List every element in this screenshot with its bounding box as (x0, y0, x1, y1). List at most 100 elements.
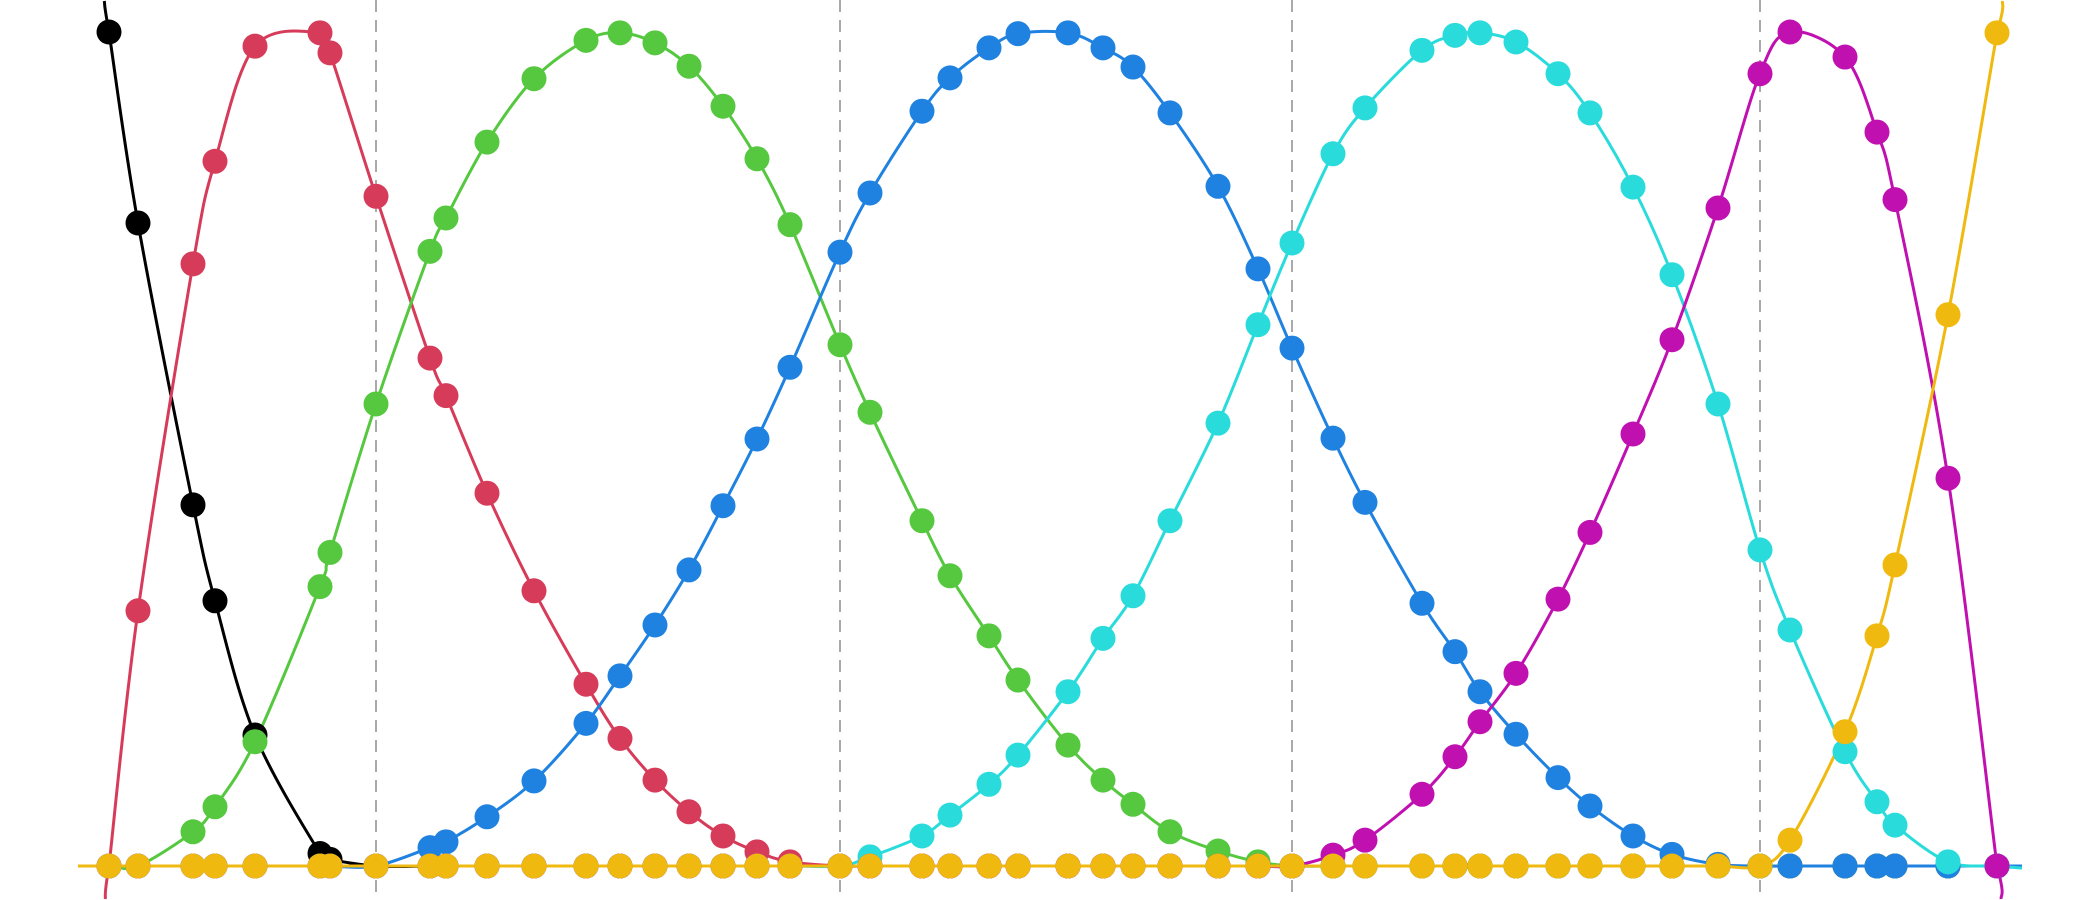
series-1-point (180, 492, 206, 518)
series-7-point (1245, 853, 1271, 879)
series-5-point (1055, 679, 1081, 705)
series-4-point (710, 493, 736, 519)
series-7-point (125, 853, 151, 879)
series-5-point (1467, 20, 1493, 46)
series-4-point (1409, 590, 1435, 616)
series-3-point (676, 53, 702, 79)
series-7-point (857, 853, 883, 879)
series-7-point (317, 853, 343, 879)
series-7-point (642, 853, 668, 879)
series-3-point (180, 819, 206, 845)
series-2-point (307, 20, 333, 46)
series-2-point (710, 823, 736, 849)
series-6-point (1864, 119, 1890, 145)
series-7-point (1442, 853, 1468, 879)
series-lines (77, 0, 2023, 900)
series-4-point (1467, 679, 1493, 705)
series-2-point (573, 671, 599, 697)
series-5-point (937, 802, 963, 828)
series-7-point (1157, 853, 1183, 879)
series-3-point (976, 623, 1002, 649)
series-3-point (474, 129, 500, 155)
series-3-point (857, 399, 883, 425)
series-6-point (1984, 853, 2010, 879)
series-3-point (642, 30, 668, 56)
series-3-point (521, 66, 547, 92)
series-5-point (1442, 22, 1468, 48)
series-7-point (1747, 853, 1773, 879)
series-4-point (1620, 823, 1646, 849)
series-2-point (242, 33, 268, 59)
series-5-point (1279, 230, 1305, 256)
series-3-point (1120, 791, 1146, 817)
series-7-point (180, 853, 206, 879)
series-7-point (909, 853, 935, 879)
series-4-point (1882, 853, 1908, 879)
series-7-point (1352, 853, 1378, 879)
series-6-point (1832, 44, 1858, 70)
series-7-point (744, 853, 770, 879)
series-3-point (1157, 819, 1183, 845)
series-5-point (1352, 95, 1378, 121)
series-2-point (180, 251, 206, 277)
series-7-point (1882, 552, 1908, 578)
series-5-point (909, 823, 935, 849)
series-3-point (1005, 667, 1031, 693)
series-7-point (1503, 853, 1529, 879)
series-4-point (1864, 853, 1890, 879)
series-3-point (607, 20, 633, 46)
series-4-point (827, 239, 853, 265)
series-2-point (642, 767, 668, 793)
series-4-point (1157, 100, 1183, 126)
series-6-point (1659, 327, 1685, 353)
series-7-point (1090, 853, 1116, 879)
series-7-point (1935, 302, 1961, 328)
series-6-point (1442, 744, 1468, 770)
series-5-point (1503, 29, 1529, 55)
series-7-point (937, 853, 963, 879)
series-7-point (1777, 827, 1803, 853)
knot-lines (375, 0, 1761, 900)
series-2-point (317, 40, 343, 66)
series-7-point (1005, 853, 1031, 879)
series-3-point (433, 205, 459, 231)
series-7-point (1120, 853, 1146, 879)
series-4-point (1577, 793, 1603, 819)
series-4-point (777, 354, 803, 380)
series-5-point (1620, 174, 1646, 200)
series-6-point (1620, 421, 1646, 447)
series-4-point (1442, 639, 1468, 665)
series-6-point (1935, 465, 1961, 491)
series-7-point (1984, 20, 2010, 46)
series-5-point (1747, 537, 1773, 563)
series-2-point (521, 578, 547, 604)
series-2-point (363, 183, 389, 209)
series-7-point (433, 853, 459, 879)
series-6-point (1352, 827, 1378, 853)
series-4-point (433, 829, 459, 855)
series-1-point (202, 588, 228, 614)
series-5-point (1409, 37, 1435, 63)
series-6-point (1777, 19, 1803, 45)
series-7-point (1832, 719, 1858, 745)
series-4-point (1320, 425, 1346, 451)
series-5-point (1882, 812, 1908, 838)
series-4-point (1090, 35, 1116, 61)
series-3-point (777, 212, 803, 238)
series-7-point (1705, 853, 1731, 879)
series-3-point (827, 332, 853, 358)
series-7-point (1620, 853, 1646, 879)
series-3-point (417, 238, 443, 264)
series-4-point (976, 35, 1002, 61)
series-7-point (474, 853, 500, 879)
series-6-point (1882, 187, 1908, 213)
series-4-point (909, 98, 935, 124)
series-3-point (573, 27, 599, 53)
series-6-point (1467, 709, 1493, 735)
series-7-point (521, 853, 547, 879)
series-4-point (607, 663, 633, 689)
series-4-point (744, 426, 770, 452)
series-1-point (96, 19, 122, 45)
series-4-point (1245, 256, 1271, 282)
